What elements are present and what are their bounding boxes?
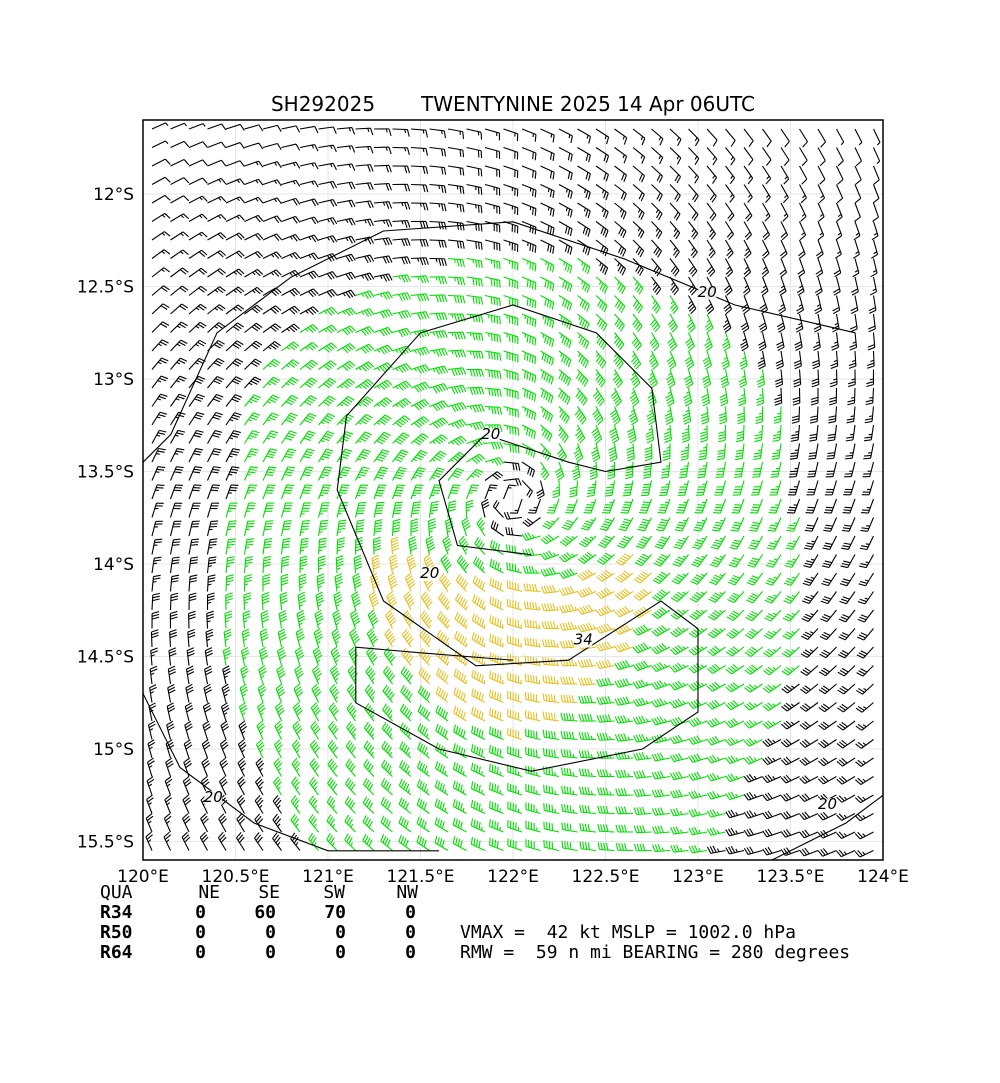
contour-label: 20 [420,564,439,582]
header-ne: NE [160,883,220,903]
r64-sw: 0 [300,943,346,963]
r64-nw: 0 [370,943,416,963]
contour-label: 20 [204,788,223,806]
r64-ne: 0 [160,943,206,963]
lat-tick-label: 14.5°S [77,648,134,668]
header-sw: SW [295,883,345,903]
row-label: R50 [100,923,160,943]
contour-label: 20 [481,425,500,443]
r50-nw: 0 [370,923,416,943]
wind-radii-footer: QUA NE SE SW NW R34 0 60 70 0 R50 0 0 0 … [100,883,980,983]
storm-rmw-line: RMW = 59 n mi BEARING = 280 degrees [460,943,850,963]
table-header-row: QUA NE SE SW NW [100,883,143,903]
r34-se: 60 [230,903,276,923]
r34-sw: 70 [300,903,346,923]
row-label: R64 [100,943,160,963]
r34-ne: 0 [160,903,206,923]
contour-label: 20 [698,283,717,301]
table-row-r50: R50 0 0 0 0 [100,923,143,943]
r50-se: 0 [230,923,276,943]
contour-label: 34 [574,631,593,649]
lat-tick-label: 13.5°S [77,463,134,483]
lat-tick-label: 12.5°S [77,278,134,298]
lat-tick-label: 13°S [93,370,134,390]
table-row-r64: R64 0 0 0 0 [100,943,143,963]
contour-label: 20 [818,795,837,813]
lat-tick-label: 15.5°S [77,833,134,853]
r50-sw: 0 [300,923,346,943]
header-se: SE [230,883,280,903]
lat-tick-label: 12°S [93,185,134,205]
r64-se: 0 [230,943,276,963]
header-qua: QUA [100,883,160,903]
r34-nw: 0 [370,903,416,923]
table-row-r34: R34 0 60 70 0 [100,903,143,923]
row-label: R34 [100,903,160,923]
header-nw: NW [370,883,418,903]
lat-tick-label: 14°S [93,555,134,575]
storm-intensity-line: VMAX = 42 kt MSLP = 1002.0 hPa [460,923,796,943]
r50-ne: 0 [160,923,206,943]
lat-tick-label: 15°S [93,740,134,760]
